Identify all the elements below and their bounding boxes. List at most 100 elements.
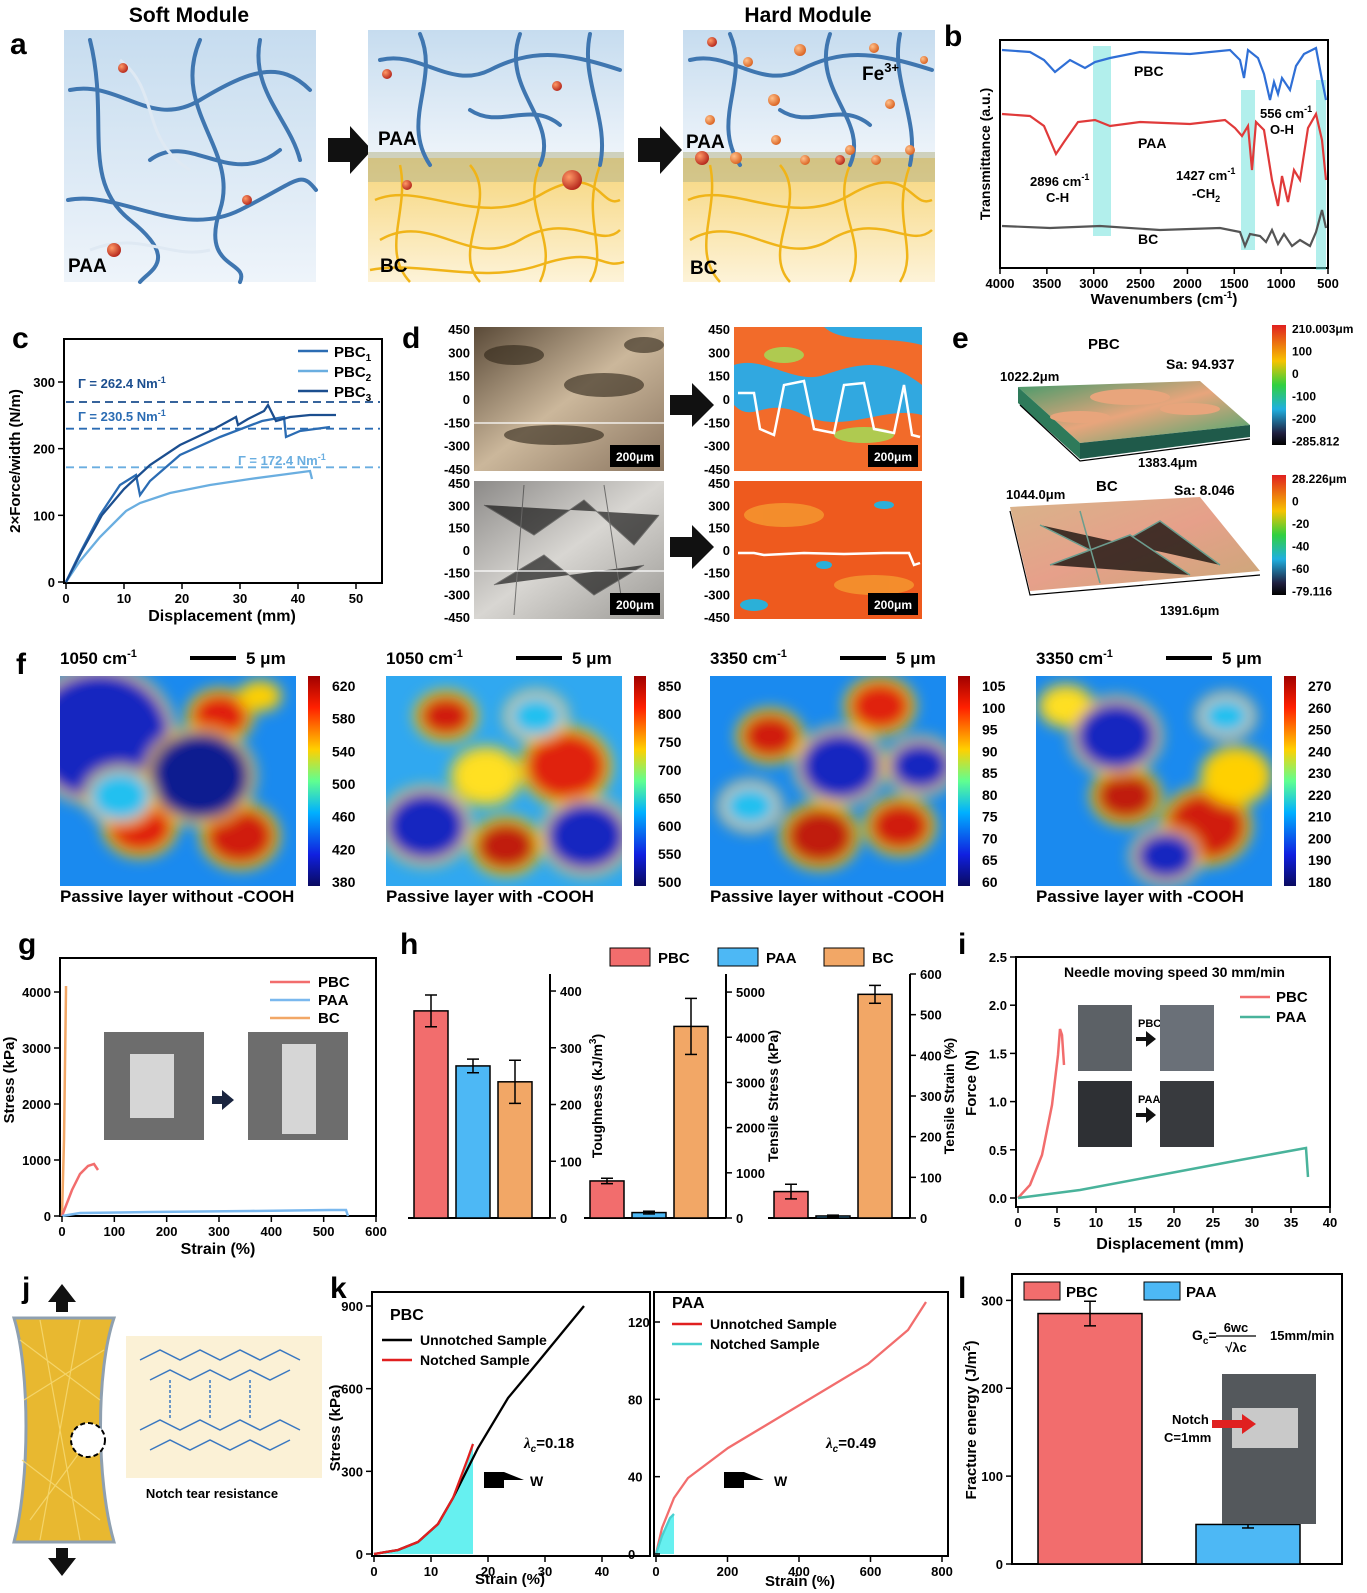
soft-module-box — [64, 30, 316, 282]
k-right-arrow — [724, 1472, 764, 1488]
g-curve-paa — [61, 1208, 350, 1218]
raman-colorbar-tick: 95 — [982, 722, 998, 738]
label-paa-3: PAA — [686, 132, 725, 153]
c-x-label: 0 — [62, 591, 69, 606]
ftir-xtick: 3000 — [1079, 276, 1108, 291]
c-x-label: 30 — [233, 591, 247, 606]
raman-wavenumber: 1050 cm-1 — [60, 648, 137, 668]
h-ytick: 0 — [736, 1211, 743, 1226]
svg-text:PBC: PBC — [1066, 1284, 1098, 1301]
h-axis-label: Tensile Strain (%) — [941, 1038, 957, 1154]
i-title: Needle moving speed 30 mm/min — [1064, 964, 1285, 980]
svg-text:BC: BC — [318, 1010, 340, 1027]
svg-text:PAA: PAA — [1276, 1009, 1307, 1026]
g-y-label: 0 — [44, 1209, 51, 1224]
raman-colorbar-tick: 230 — [1308, 765, 1332, 781]
ann-1427-b: -CH2 — [1192, 186, 1220, 204]
svg-text:PBC1: PBC1 — [334, 344, 372, 364]
g-arrow — [212, 1090, 234, 1110]
panel-i-needle: Needle moving speed 30 mm/min PBC PAA PB… — [963, 950, 1337, 1253]
k-right-ytick: 80 — [628, 1392, 642, 1407]
h-ytick: 4000 — [736, 1030, 765, 1045]
h-ytick: 0 — [560, 1211, 567, 1226]
h-ytick: 400 — [560, 984, 582, 999]
raman-colorbar — [634, 676, 646, 886]
k-right-unnotched — [654, 1301, 927, 1555]
label-bc-3: BC — [690, 258, 718, 279]
ftir-xtick: 3500 — [1032, 276, 1061, 291]
ftir-label-pbc: PBC — [1134, 63, 1164, 79]
panel-label-h: h — [400, 928, 419, 961]
g-x-label: 300 — [208, 1224, 230, 1239]
d-ytick: -300 — [704, 439, 730, 454]
i-photo-label-paa: PAA — [1138, 1094, 1160, 1106]
arrow-1 — [328, 126, 372, 174]
raman-scalebar-label: 5 μm — [896, 649, 936, 668]
raman-wavenumber: 3350 cm-1 — [1036, 648, 1113, 668]
ftir-ylabel: Transmittance (a.u.) — [977, 88, 993, 220]
c-xlabel: Displacement (mm) — [148, 608, 296, 625]
panel-label-g: g — [18, 928, 37, 961]
e-pbc-sa: Sa: 94.937 — [1166, 356, 1235, 372]
ann-2896: 2896 cm-1 — [1030, 172, 1089, 189]
raman-colorbar-tick: 380 — [332, 874, 356, 890]
k-left-x-label: 40 — [595, 1564, 609, 1579]
label-paa-1: PAA — [68, 256, 107, 277]
h-ytick: 2000 — [736, 1121, 765, 1136]
d-ytick: 150 — [448, 369, 470, 384]
h-bar — [413, 1010, 449, 1219]
e-bc-scale-label: 28.226μm — [1292, 472, 1347, 486]
panel-label-j: j — [22, 1272, 31, 1305]
ann-556: 556 cm-1 — [1260, 104, 1312, 121]
l-ytick: 100 — [981, 1469, 1003, 1484]
scalebar-2: 200μm — [616, 598, 654, 612]
h-axis-label: Toughness (kJ/m3) — [588, 1034, 605, 1158]
g-curve-pbc — [60, 1162, 100, 1217]
panel-label-k: k — [330, 1272, 347, 1305]
l-ylabel: Fracture energy (J/m2) — [962, 1341, 980, 1500]
ftir-xlabel: Wavenumbers (cm-1) — [1091, 290, 1238, 308]
h-ytick: 300 — [560, 1041, 582, 1056]
raman-colorbar-tick: 60 — [982, 874, 998, 890]
raman-colorbar-tick: 270 — [1308, 678, 1332, 694]
i-y-label: 0.5 — [989, 1143, 1007, 1158]
c-x-label: 50 — [349, 591, 363, 606]
h-axis-label: Tensile Stress (kPa) — [765, 1030, 781, 1162]
raman-colorbar — [308, 676, 320, 886]
ftir-xtick: 1500 — [1220, 276, 1249, 291]
d-ytick: 0 — [723, 543, 730, 558]
raman-colorbar-tick: 260 — [1308, 700, 1332, 716]
k-right-w: W — [774, 1473, 788, 1489]
raman-colorbar-tick: 650 — [658, 790, 682, 806]
g-ylabel: Stress (kPa) — [1, 1037, 18, 1124]
e-bc-scale-label: -40 — [1292, 540, 1310, 554]
e-surface-pbc — [1018, 381, 1250, 443]
d-ytick: 300 — [448, 345, 470, 360]
raman-scalebar-label: 5 μm — [246, 649, 286, 668]
k-left-ylabel: Stress (kPa) — [328, 1385, 344, 1472]
h-group-2: 0 1000 2000 3000 4000 5000 Tensile Stress (kPa… — [584, 974, 781, 1226]
i-photo-label-pbc: PBC — [1138, 1018, 1161, 1030]
g-curve-bc — [60, 986, 68, 1217]
d-ytick: -150 — [444, 415, 470, 430]
d-ytick: 0 — [463, 392, 470, 407]
k-right-x-label: 600 — [860, 1564, 882, 1579]
d-ytick: -300 — [444, 588, 470, 603]
d-ytick: 0 — [463, 543, 470, 558]
raman-colorbar-tick: 90 — [982, 743, 998, 759]
k-left-arrow — [484, 1472, 524, 1488]
h-bar — [455, 1065, 491, 1219]
raman-caption: Passive layer without -COOH — [60, 887, 294, 906]
ftir-label-bc: BC — [1138, 231, 1158, 247]
l-speed: 15mm/min — [1270, 1328, 1334, 1343]
k-left-x-label: 10 — [424, 1564, 438, 1579]
raman-map-1: 1050 cm-1 5 μm Passive layer without -COOH… — [60, 648, 356, 906]
panel-e-3d: PBC Sa: 94.937 1022.2μm 1383.4μm 210.003… — [1000, 325, 1353, 618]
k-left-xlabel: Strain (%) — [475, 1571, 545, 1588]
j-caption: Notch tear resistance — [146, 1486, 278, 1501]
h-group-1: 0 100 200 300 400 Toughness (kJ/m3) — [408, 974, 605, 1226]
l-bar — [1195, 1523, 1301, 1565]
i-x-label: 30 — [1245, 1215, 1259, 1230]
d-ytick: 450 — [708, 476, 730, 491]
l-notch: Notch — [1172, 1412, 1209, 1427]
